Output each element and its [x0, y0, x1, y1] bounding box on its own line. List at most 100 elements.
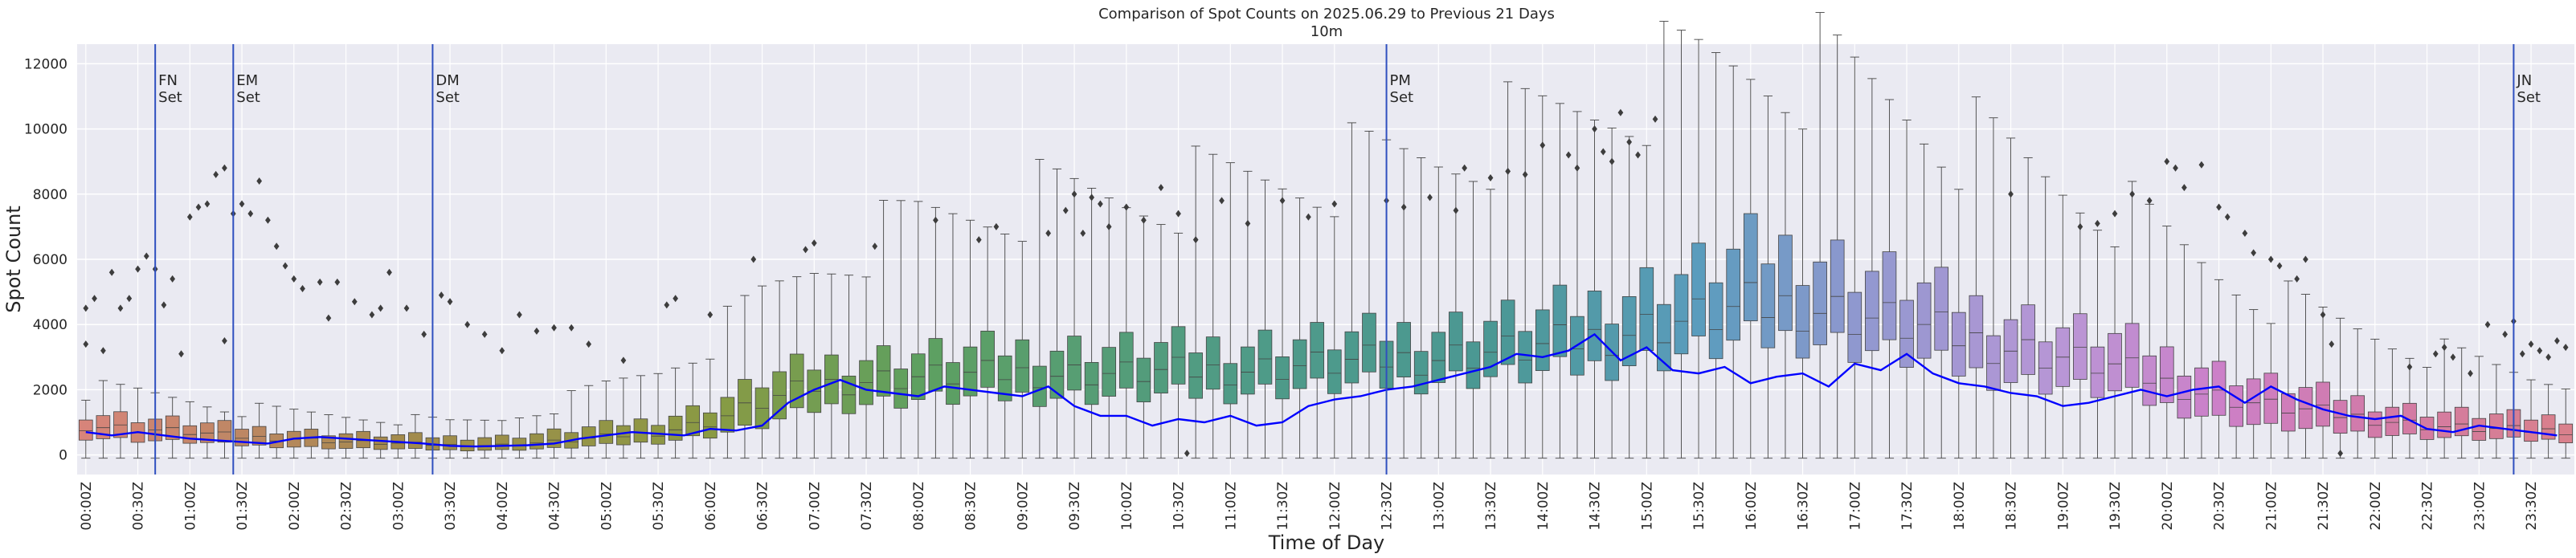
box: [2124, 323, 2140, 388]
x-tick-label: 12:30Z: [1380, 482, 1396, 531]
outlier-point: [1089, 193, 1095, 202]
box: [1223, 363, 1238, 405]
x-tick-label: 20:30Z: [2212, 482, 2228, 531]
event-label: FN Set: [158, 72, 182, 106]
outlier-points: [83, 108, 2569, 458]
box: [1726, 248, 1741, 341]
box: [217, 420, 232, 443]
x-tick-label: 09:30Z: [1067, 482, 1083, 531]
outlier-point: [1158, 184, 1164, 192]
outlier-point: [586, 340, 592, 348]
x-tick-label: 07:30Z: [859, 482, 875, 531]
outlier-point: [1505, 167, 1511, 175]
box: [2558, 423, 2574, 443]
box: [235, 429, 249, 446]
outlier-point: [2562, 344, 2569, 352]
x-tick-label: 00:00Z: [79, 482, 95, 531]
y-tick-label: 6000: [33, 252, 67, 268]
box: [668, 415, 683, 441]
outlier-point: [126, 295, 133, 303]
outlier-point: [2537, 347, 2543, 355]
box: [1778, 234, 1793, 332]
x-tick-label: 22:30Z: [2420, 482, 2436, 531]
box: [1899, 299, 1914, 369]
outlier-point: [2432, 350, 2439, 358]
x-tick-label: 23:30Z: [2524, 482, 2540, 531]
outlier-point: [334, 278, 341, 286]
outlier-point: [2406, 363, 2413, 371]
outlier-point: [2008, 190, 2014, 198]
box: [1205, 336, 1221, 390]
x-tick-label: 05:30Z: [651, 482, 667, 531]
box: [1535, 309, 1550, 371]
box: [1986, 335, 2001, 391]
box: [1552, 284, 1568, 357]
x-tick-label: 17:00Z: [1847, 482, 1863, 531]
outlier-point: [2519, 350, 2525, 358]
outlier-point: [83, 340, 89, 348]
outlier-point: [464, 320, 471, 328]
outlier-point: [222, 164, 227, 172]
box: [1951, 312, 1966, 377]
box: [946, 362, 960, 405]
x-tick-label: 20:00Z: [2160, 482, 2176, 531]
box: [494, 434, 509, 450]
x-tick-label: 00:30Z: [131, 482, 147, 531]
x-tick-label: 04:00Z: [495, 482, 511, 531]
box: [1674, 274, 1689, 355]
box: [1413, 351, 1429, 395]
box: [1621, 296, 1637, 367]
box: [1813, 261, 1827, 345]
event-label: PM Set: [1390, 72, 1414, 106]
outlier-point: [438, 291, 444, 299]
outlier-point: [161, 301, 167, 309]
box: [1015, 339, 1030, 393]
box: [1639, 267, 1654, 351]
box: [1275, 356, 1290, 400]
box: [1084, 361, 1099, 405]
box: [2350, 395, 2365, 432]
outlier-point: [291, 275, 297, 283]
event-label-line: Set: [1390, 89, 1414, 106]
x-tick-label: 21:00Z: [2263, 482, 2280, 531]
x-tick-label: 21:30Z: [2316, 482, 2332, 531]
box: [2108, 332, 2122, 392]
box: [2367, 411, 2382, 438]
outlier-point: [750, 255, 757, 263]
outlier-point: [2112, 210, 2118, 218]
outlier-point: [2181, 184, 2187, 192]
x-axis-ticks: 00:00Z 00:30Z 01:00Z 01:30Z 02:00Z 02:30Z 03:0…: [79, 482, 2540, 531]
outlier-point: [1098, 200, 1103, 208]
box: [963, 346, 978, 397]
outlier-point: [1487, 173, 1494, 181]
y-tick-label: 4000: [33, 317, 67, 333]
outlier-point: [325, 314, 332, 322]
box: [1795, 285, 1810, 359]
x-tick-label: 13:30Z: [1483, 482, 1499, 531]
outlier-point: [1080, 230, 1086, 238]
x-tick-label: 18:00Z: [1952, 482, 1968, 531]
box: [2194, 367, 2209, 417]
outlier-point: [282, 262, 288, 270]
event-label-line: Set: [435, 89, 460, 106]
box: [997, 355, 1012, 401]
outlier-point: [481, 330, 488, 338]
box: [1257, 329, 1273, 385]
outlier-point: [620, 356, 627, 365]
box: [2177, 375, 2192, 419]
y-axis-label: Spot Count: [2, 206, 25, 312]
box: [2211, 360, 2226, 416]
x-tick-label: 18:30Z: [2004, 482, 2020, 531]
outlier-point: [2251, 249, 2257, 257]
x-tick-label: 01:00Z: [182, 482, 198, 531]
outlier-point: [1635, 151, 1641, 159]
outlier-point: [1617, 108, 1624, 116]
event-label: JN Set: [2516, 72, 2541, 106]
outlier-point: [2337, 450, 2344, 458]
box: [980, 330, 995, 388]
outlier-point: [2198, 161, 2205, 169]
x-tick-label: 15:30Z: [1691, 482, 1707, 531]
outlier-point: [1106, 222, 1112, 230]
box: [1067, 336, 1082, 391]
